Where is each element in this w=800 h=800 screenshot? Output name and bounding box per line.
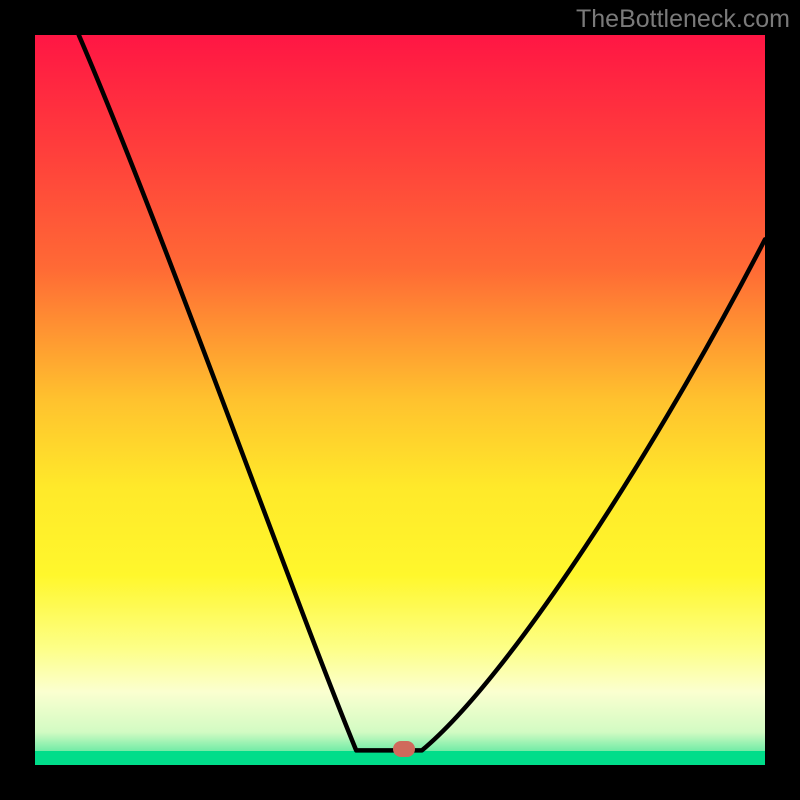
minimum-marker-pill (393, 741, 415, 757)
watermark-text: TheBottleneck.com (576, 5, 790, 34)
minimum-marker (393, 741, 415, 757)
plot-gradient-background (35, 35, 765, 765)
chart-stage: TheBottleneck.com (0, 0, 800, 800)
